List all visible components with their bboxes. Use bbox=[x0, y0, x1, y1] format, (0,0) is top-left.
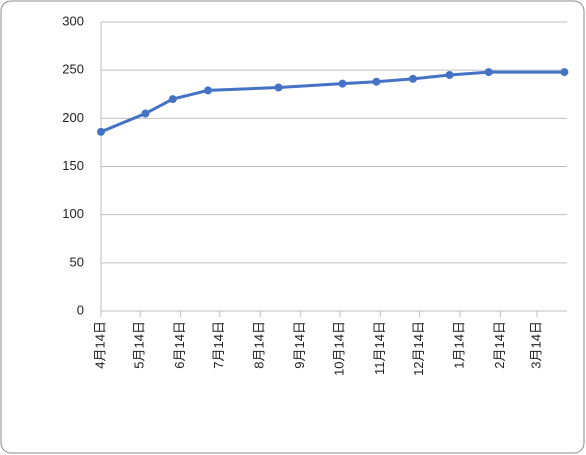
y-tick-label: 200 bbox=[62, 110, 84, 125]
point bbox=[484, 68, 493, 77]
y-tick-label: 250 bbox=[62, 62, 84, 77]
y-tick-label: 100 bbox=[62, 206, 84, 221]
point bbox=[372, 77, 381, 86]
x-tick-label: 9月14日 bbox=[292, 321, 307, 369]
x-tick-label: 2月14日 bbox=[492, 321, 507, 369]
point bbox=[408, 74, 417, 83]
y-tick-label: 300 bbox=[62, 13, 84, 28]
point bbox=[141, 109, 150, 118]
y-tick-label: 50 bbox=[70, 254, 84, 269]
y-tick-label: 0 bbox=[77, 302, 84, 317]
x-tick-label: 5月14日 bbox=[132, 321, 147, 369]
x-tick-label: 7月14日 bbox=[211, 321, 226, 369]
x-tick-label: 3月14日 bbox=[528, 321, 543, 369]
point bbox=[274, 83, 283, 92]
x-tick-label: 12月14日 bbox=[411, 321, 426, 376]
x-tick-label: 6月14日 bbox=[172, 321, 187, 369]
point bbox=[338, 79, 347, 88]
x-tick-label: 11月14日 bbox=[372, 321, 387, 375]
point bbox=[560, 68, 569, 77]
x-tick-label: 8月14日 bbox=[252, 321, 267, 369]
x-tick-label: 10月14日 bbox=[331, 321, 346, 376]
x-tick-label: 4月14日 bbox=[92, 321, 107, 369]
point bbox=[168, 95, 177, 104]
point bbox=[97, 127, 105, 136]
y-tick-label: 150 bbox=[62, 158, 84, 173]
point bbox=[445, 70, 454, 79]
x-tick-label: 1月14日 bbox=[451, 321, 466, 369]
point bbox=[204, 86, 213, 95]
